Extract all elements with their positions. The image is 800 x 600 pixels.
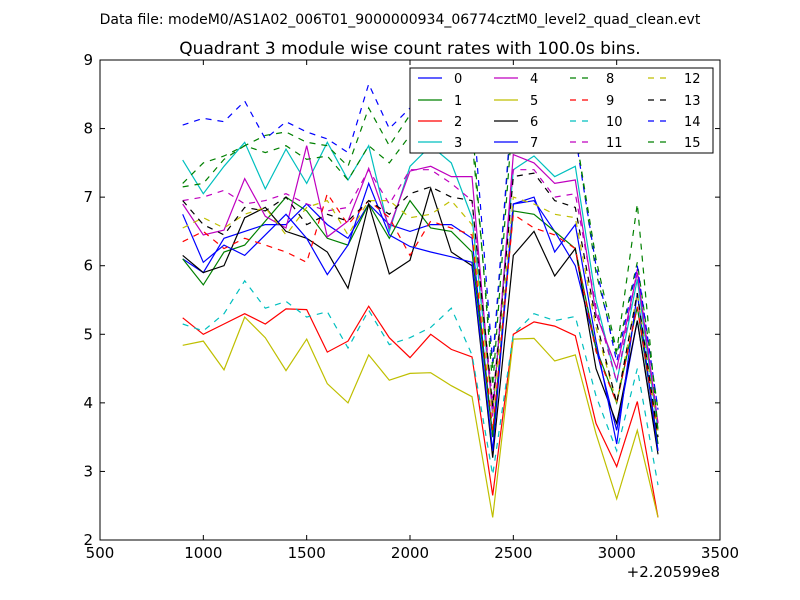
- legend-label-0: 0: [454, 72, 462, 87]
- legend-label-2: 2: [454, 115, 462, 130]
- legend-label-1: 1: [454, 94, 462, 109]
- x-tick-label: 2500: [494, 544, 532, 562]
- chart-title: Quadrant 3 module wise count rates with …: [179, 39, 640, 59]
- legend-label-4: 4: [530, 72, 538, 87]
- series-line-2: [182, 305, 659, 518]
- legend-box: [409, 67, 714, 154]
- chart-suptitle: Data file: modeM0/AS1A02_006T01_90000009…: [100, 12, 701, 28]
- x-tick-label: 3500: [701, 544, 739, 562]
- y-tick-label: 7: [83, 188, 93, 206]
- legend-label-11: 11: [606, 136, 623, 151]
- x-offset-label: +2.20599e8: [627, 563, 720, 581]
- legend-label-13: 13: [684, 94, 701, 109]
- series-line-10: [182, 279, 659, 486]
- series-line-12: [182, 196, 659, 431]
- y-tick-label: 8: [83, 120, 93, 138]
- legend-label-14: 14: [684, 115, 701, 130]
- x-tick-label: 1500: [288, 544, 326, 562]
- x-tick-label: 500: [86, 544, 115, 562]
- legend-label-12: 12: [684, 72, 701, 87]
- series-line-5: [182, 316, 659, 518]
- legend-label-3: 3: [454, 136, 462, 151]
- y-tick-label: 2: [83, 531, 93, 549]
- y-tick-label: 9: [83, 51, 93, 69]
- legend-label-15: 15: [684, 136, 701, 151]
- y-tick-label: 4: [83, 394, 93, 412]
- ticks-layer: 500 1000 1500 2000 2500 3000 3500 2 3 4 5 6 7 8 9: [83, 51, 739, 562]
- series-line-3: [182, 141, 659, 431]
- legend-label-6: 6: [530, 115, 538, 130]
- legend-label-9: 9: [606, 94, 614, 109]
- y-tick-label: 3: [83, 462, 93, 480]
- legend-label-8: 8: [606, 72, 614, 87]
- series-line-11: [182, 168, 659, 424]
- y-tick-label: 5: [83, 325, 93, 343]
- legend-label-10: 10: [606, 115, 623, 130]
- y-tick-label: 6: [83, 257, 93, 275]
- x-tick-label: 1000: [184, 544, 222, 562]
- legend-label-5: 5: [530, 94, 538, 109]
- series-line-4: [182, 145, 659, 424]
- x-tick-label: 2000: [391, 544, 429, 562]
- x-tick-label: 3000: [598, 544, 636, 562]
- legend-label-7: 7: [530, 136, 538, 151]
- series-line-7: [182, 181, 659, 451]
